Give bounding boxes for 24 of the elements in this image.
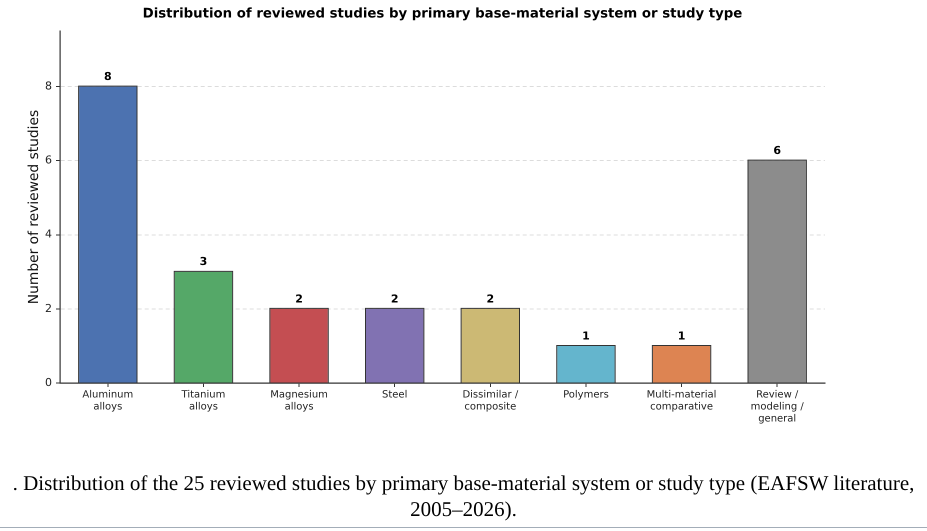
chart-title: Distribution of reviewed studies by primary base-material system or study type bbox=[142, 6, 742, 22]
data-label: 2 bbox=[486, 292, 494, 306]
x-tick-label: Dissimilar / composite bbox=[462, 390, 519, 413]
x-tick-label: Polymers bbox=[563, 390, 609, 401]
x-tick-label: Review / modeling / general bbox=[750, 390, 804, 425]
y-tick-label: 2 bbox=[45, 302, 52, 315]
y-tick-label: 8 bbox=[45, 79, 52, 92]
x-tick-label: Titanium alloys bbox=[180, 390, 226, 413]
data-label: 2 bbox=[390, 292, 399, 306]
y-axis-title: Number of reviewed studies bbox=[26, 110, 42, 304]
y-tick-label: 0 bbox=[45, 376, 52, 389]
data-label: 6 bbox=[773, 144, 782, 158]
data-label: 3 bbox=[200, 255, 208, 268]
x-tick-label: Steel bbox=[382, 390, 408, 401]
y-tick-label: 4 bbox=[45, 228, 52, 241]
x-tick-label: Multi-material comparative bbox=[646, 390, 716, 413]
data-label: 1 bbox=[678, 329, 686, 342]
data-label: 2 bbox=[295, 292, 303, 306]
data-label: 8 bbox=[104, 70, 112, 83]
x-tick-label: Magnesium alloys bbox=[270, 390, 328, 413]
y-tick-label: 6 bbox=[45, 154, 52, 167]
x-tick-label: Aluminum alloys bbox=[82, 390, 134, 413]
text: . Distribution of the 25 reviewed studies by primary base-material system or study type (EAFSW literature, 2005–2026). bbox=[12, 470, 916, 522]
data-label: 1 bbox=[582, 329, 590, 342]
